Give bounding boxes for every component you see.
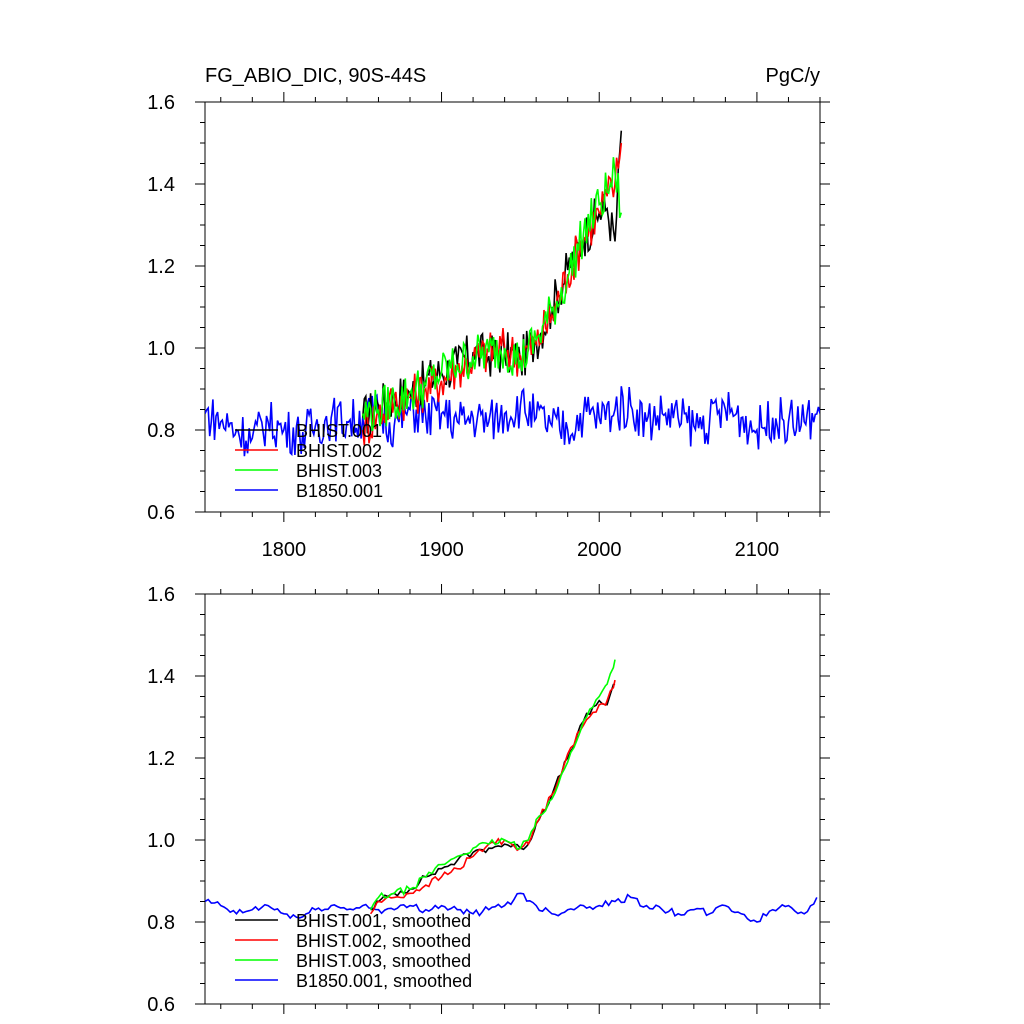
series-line-0: [370, 683, 616, 911]
y-tick-label: 1.4: [147, 174, 175, 196]
series-line-2: [361, 157, 623, 432]
y-tick-label: 1.6: [147, 584, 175, 606]
top-panel: 0.6 0.8 1.0 1.2 1.4 1.6 1800 1900 2000 2100 BHIST.…: [147, 92, 830, 561]
legend-label: BHIST.002: [296, 441, 382, 461]
y-tick-label: 0.8: [147, 420, 175, 442]
legend-label: BHIST.003, smoothed: [296, 951, 471, 971]
y-tick-label: 1.2: [147, 256, 175, 278]
y-tick-label: 0.6: [147, 502, 175, 524]
series-line-3: [205, 386, 820, 457]
x-tick-label: 2000: [577, 539, 622, 561]
y-tick-label: 1.4: [147, 666, 175, 688]
legend-label: B1850.001: [296, 481, 383, 501]
x-tick-label: 2100: [735, 539, 780, 561]
legend-label: BHIST.002, smoothed: [296, 931, 471, 951]
y-tick-label: 1.0: [147, 338, 175, 360]
legend-label: BHIST.001: [296, 421, 382, 441]
legend-label: B1850.001, smoothed: [296, 971, 472, 991]
series-line-1: [369, 679, 616, 915]
x-tick-label: 1900: [419, 539, 464, 561]
series-line-3: [205, 892, 818, 923]
legend-label: BHIST.001, smoothed: [296, 911, 471, 931]
x-tick-label: 1800: [262, 539, 307, 561]
legend-label: BHIST.003: [296, 461, 382, 481]
y-tick-label: 1.6: [147, 92, 175, 114]
y-tick-label: 0.6: [147, 994, 175, 1016]
y-tick-label: 1.2: [147, 748, 175, 770]
y-tick-label: 0.8: [147, 912, 175, 934]
series-line-2: [369, 659, 616, 911]
chart-title: FG_ABIO_DIC, 90S-44S: [205, 65, 426, 87]
chart-units: PgC/y: [766, 65, 820, 87]
y-tick-label: 1.0: [147, 830, 175, 852]
